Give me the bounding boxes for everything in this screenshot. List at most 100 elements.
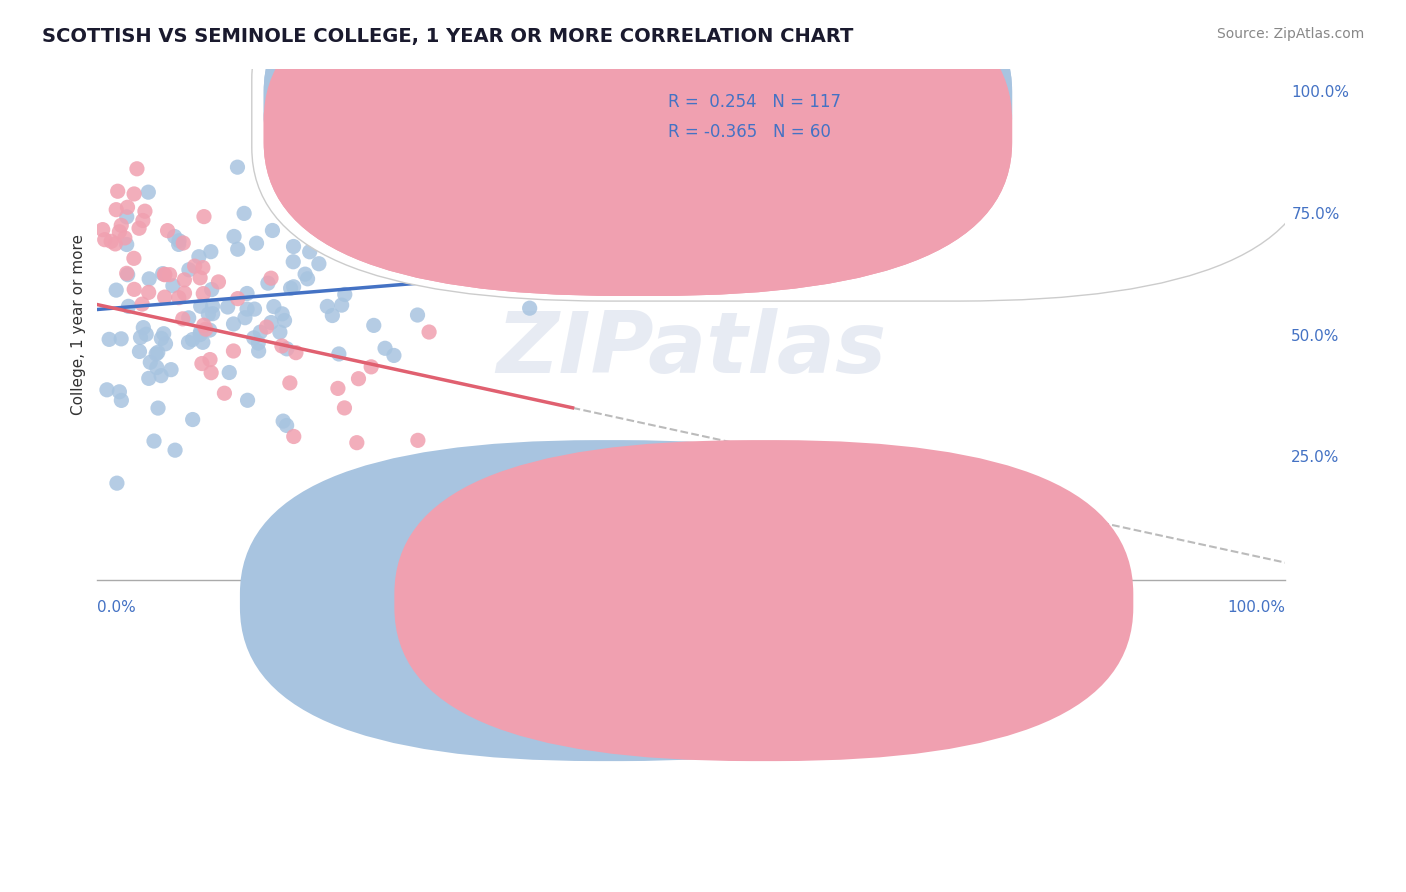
Point <box>136 185 159 199</box>
Point <box>347 372 370 386</box>
Point <box>105 283 128 297</box>
FancyBboxPatch shape <box>264 0 1012 268</box>
Point <box>374 341 396 355</box>
Text: Source: ZipAtlas.com: Source: ZipAtlas.com <box>1216 27 1364 41</box>
Point <box>692 79 714 94</box>
Point <box>100 235 122 249</box>
Point <box>183 259 205 273</box>
Point <box>108 384 131 399</box>
Point <box>346 435 368 450</box>
Point <box>236 286 259 301</box>
Point <box>628 223 651 237</box>
Point <box>198 323 221 337</box>
Point <box>269 325 291 339</box>
Point <box>138 285 160 300</box>
Point <box>233 206 256 220</box>
Text: R =  0.254   N = 117: R = 0.254 N = 117 <box>668 93 841 111</box>
Point <box>214 386 236 401</box>
Point <box>218 366 240 380</box>
Point <box>260 271 283 285</box>
Point <box>382 348 405 362</box>
Point <box>328 347 350 361</box>
Point <box>115 266 138 280</box>
Point <box>283 254 305 268</box>
Point <box>160 362 183 376</box>
Point <box>188 270 211 285</box>
Point <box>91 222 114 236</box>
Point <box>233 310 256 325</box>
Point <box>432 182 454 196</box>
Point <box>278 376 301 390</box>
Point <box>226 292 249 306</box>
Point <box>602 519 624 533</box>
Point <box>335 201 357 215</box>
Point <box>117 200 139 214</box>
Point <box>132 320 155 334</box>
Point <box>132 213 155 227</box>
Point <box>138 272 160 286</box>
Point <box>146 345 169 359</box>
Point <box>360 359 382 374</box>
Point <box>198 352 221 367</box>
Point <box>188 327 211 342</box>
Text: 25.0%: 25.0% <box>1291 450 1340 466</box>
FancyBboxPatch shape <box>264 0 1012 296</box>
Point <box>242 331 264 345</box>
Point <box>128 221 150 235</box>
Point <box>153 290 176 304</box>
Point <box>301 194 323 208</box>
Point <box>105 476 128 491</box>
Point <box>156 224 179 238</box>
Point <box>226 242 249 256</box>
Point <box>263 300 285 314</box>
Point <box>194 322 217 336</box>
Point <box>406 434 429 448</box>
Point <box>107 184 129 198</box>
Point <box>110 393 132 408</box>
Point <box>617 143 640 157</box>
Point <box>374 500 396 515</box>
Point <box>247 343 270 358</box>
Point <box>436 260 458 275</box>
Point <box>236 302 259 317</box>
Point <box>153 268 176 282</box>
Text: Scottish: Scottish <box>631 593 693 608</box>
Point <box>796 211 818 225</box>
Point <box>172 311 194 326</box>
Point <box>222 317 245 331</box>
Text: 50.0%: 50.0% <box>1291 329 1340 343</box>
Point <box>262 223 284 237</box>
Point <box>110 219 132 233</box>
Point <box>153 268 176 282</box>
Point <box>378 205 401 219</box>
Point <box>191 260 214 275</box>
Point <box>159 268 181 282</box>
Point <box>134 204 156 219</box>
FancyBboxPatch shape <box>252 0 1315 301</box>
Point <box>423 124 446 138</box>
Point <box>150 331 173 345</box>
Point <box>193 318 215 333</box>
Point <box>283 280 305 294</box>
Point <box>222 343 245 358</box>
Point <box>191 357 214 371</box>
Point <box>143 434 166 448</box>
Point <box>115 210 138 224</box>
Point <box>135 327 157 342</box>
Point <box>96 383 118 397</box>
Point <box>297 272 319 286</box>
Point <box>326 381 349 395</box>
Point <box>249 325 271 339</box>
Point <box>418 325 440 339</box>
Point <box>122 252 145 266</box>
Point <box>117 268 139 282</box>
Point <box>284 345 307 359</box>
Point <box>145 347 167 361</box>
Point <box>226 160 249 174</box>
Point <box>236 393 259 408</box>
Point <box>193 286 215 301</box>
Point <box>1250 159 1272 173</box>
Point <box>110 332 132 346</box>
Point <box>177 262 200 277</box>
Point <box>146 360 169 375</box>
